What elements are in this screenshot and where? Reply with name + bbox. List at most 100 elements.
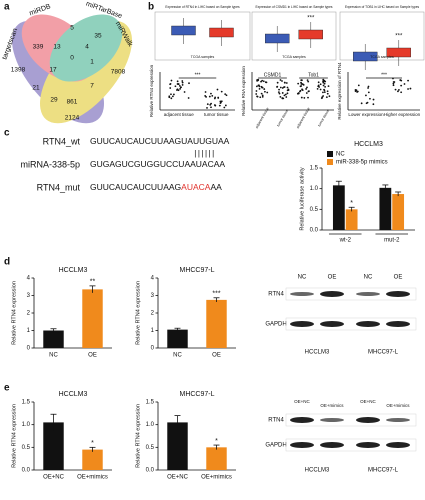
box: [171, 25, 196, 36]
scatter-dot: [256, 79, 259, 82]
scatter-dot: [322, 95, 325, 97]
x-tick-label: tumor tissue: [276, 109, 289, 128]
scatter-dot: [261, 95, 264, 98]
scatter-dot: [260, 92, 263, 95]
scatter-dot: [286, 92, 289, 95]
venn-count: 17: [49, 67, 57, 74]
scatter-dot: [322, 80, 325, 83]
cell-label: HCCLM3: [305, 350, 330, 356]
significance: ***: [307, 16, 315, 22]
axis-title: Relative RTN4 expression: [11, 281, 17, 345]
scatter-dot: [255, 90, 258, 92]
scatter-dot: [300, 83, 303, 85]
scatter-dot: [319, 88, 322, 91]
scatter-dot: [176, 80, 179, 83]
axis-title: TCGA samples: [282, 55, 306, 59]
scatter-dot: [397, 90, 399, 93]
box: [265, 33, 290, 44]
blot-band: [386, 442, 410, 448]
scatter-dot: [257, 78, 260, 81]
scatter-dot: [216, 88, 219, 91]
bar: [43, 330, 64, 348]
y-tick-label: 1.5: [22, 400, 31, 406]
scatter-dot: [260, 80, 262, 83]
scatter-dot: [218, 104, 221, 107]
scatter-dot: [399, 79, 402, 81]
scatter-dot: [323, 91, 326, 94]
scatter-dot: [300, 96, 303, 99]
scatter-dot: [297, 92, 300, 94]
significance: ***: [195, 72, 201, 78]
scatter-dot: [220, 101, 222, 104]
blot-band: [386, 291, 410, 297]
sequence-name: miRNA-338-5p: [20, 159, 80, 169]
bar: [167, 422, 188, 470]
scatter-dot: [367, 91, 370, 94]
legend-label: NC: [336, 152, 345, 158]
y-tick-label: 1.0: [22, 422, 31, 428]
scatter-dot: [210, 92, 212, 95]
scatter-dot: [284, 81, 286, 84]
scatter-dot: [276, 81, 279, 84]
scatter-dot: [394, 88, 397, 91]
scatter-dot: [320, 97, 323, 100]
scatter-dot: [257, 84, 260, 87]
blot-band: [290, 417, 314, 423]
scatter-dot: [263, 88, 266, 90]
scatter-dot: [261, 86, 264, 89]
scatter-dot: [281, 97, 284, 100]
scatter-dot: [324, 80, 327, 83]
scatter-dot: [258, 87, 261, 90]
x-tick-label: Higher expression: [384, 112, 421, 117]
y-tick-label: 4: [151, 276, 155, 282]
scatter-dot: [261, 94, 264, 97]
scatter-dot: [372, 98, 375, 101]
scatter-dot: [325, 96, 328, 99]
lane-label: OE+mimics: [386, 403, 410, 408]
scatter-dot: [307, 80, 310, 83]
scatter-dot: [284, 93, 287, 96]
lane-label: OE+NC: [294, 399, 310, 404]
pairing: ||||||: [194, 149, 215, 158]
venn-count: 339: [33, 44, 44, 51]
blot-band: [386, 418, 410, 422]
scatter-dot: [306, 79, 309, 82]
x-tick-label: adjacent tissue: [164, 112, 195, 117]
significance: *: [350, 200, 353, 207]
legend-swatch: [327, 159, 333, 165]
scatter-dot: [316, 87, 319, 90]
scatter-dot: [392, 84, 395, 87]
sequence: GUUCAUCAUCUUAAGUAUUGUAA: [90, 136, 230, 146]
axis-title: TCGA samples: [370, 55, 394, 59]
venn-set: [49, 14, 123, 82]
scatter-dot: [171, 95, 174, 98]
venn-count: 5: [70, 25, 74, 32]
scatter-dot: [317, 81, 320, 84]
blot-band: [320, 442, 344, 448]
scatter-dot: [170, 93, 172, 96]
lane-label: NC: [364, 275, 373, 281]
protein-label: RTN4: [268, 418, 284, 424]
scatter-dot: [179, 87, 182, 90]
scatter-dot: [407, 88, 409, 90]
venn-count: 7808: [111, 69, 126, 76]
scatter-dot: [172, 93, 175, 96]
y-tick-label: 1: [27, 328, 31, 334]
y-tick-label: 1.0: [146, 422, 155, 428]
bar: [392, 194, 405, 230]
scatter-dot: [188, 82, 190, 85]
scatter-dot: [224, 93, 227, 96]
scatter-dot: [286, 86, 289, 89]
scatter-dot: [369, 97, 371, 100]
sequence: GUGAGUCGUGGUCCUAAUACAA: [90, 159, 225, 169]
scatter-dot: [283, 86, 285, 89]
scatter-dot: [279, 95, 282, 98]
y-tick-label: 0.0: [22, 468, 31, 474]
x-tick-label: tumor tissue: [317, 109, 330, 128]
scatter-dot: [283, 94, 286, 97]
y-tick-label: 4: [27, 276, 31, 282]
scatter-dot: [306, 86, 308, 89]
bar: [82, 289, 103, 348]
scatter-dot: [300, 85, 303, 87]
scatter-dot: [360, 102, 363, 105]
